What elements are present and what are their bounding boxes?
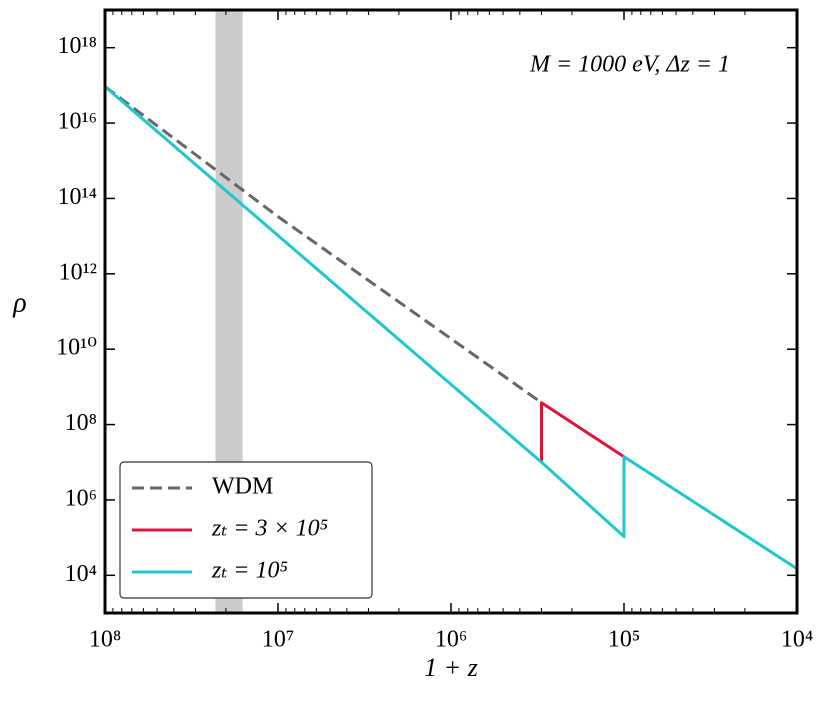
y-tick-label: 10¹⁸ <box>57 33 97 59</box>
x-tick-label: 10⁷ <box>262 627 294 653</box>
plot-frame <box>103 8 799 615</box>
y-tick-label: 10⁶ <box>65 485 97 511</box>
legend: WDM zₜ = 3 × 10⁵ zₜ = 10⁵ <box>119 461 373 599</box>
series-line <box>540 401 625 463</box>
y-tick-label: 10¹⁰ <box>56 335 97 361</box>
y-tick-label: 10⁴ <box>65 561 97 587</box>
legend-label: zₜ = 10⁵ <box>211 558 288 584</box>
y-tick-label: 10⁸ <box>65 410 97 436</box>
x-tick-label: 10⁶ <box>435 627 467 653</box>
x-tick-label: 10⁴ <box>781 627 813 653</box>
x-tick-label: 10⁵ <box>608 627 640 653</box>
legend-label: WDM <box>212 474 273 500</box>
y-tick-label: 10¹⁶ <box>57 109 97 135</box>
series-line <box>104 85 543 404</box>
annotation: M = 1000 eV, Δz = 1 <box>529 52 730 78</box>
legend-label: zₜ = 3 × 10⁵ <box>211 516 328 542</box>
x-tick-label: 10⁸ <box>89 627 121 653</box>
y-tick-label: 10¹² <box>59 259 97 285</box>
y-axis-label: ρ <box>12 287 26 318</box>
legend-box <box>119 461 373 599</box>
series-line <box>104 85 798 570</box>
y-tick-label: 10¹⁴ <box>57 184 97 210</box>
x-axis-label: 1 + z <box>424 653 478 682</box>
